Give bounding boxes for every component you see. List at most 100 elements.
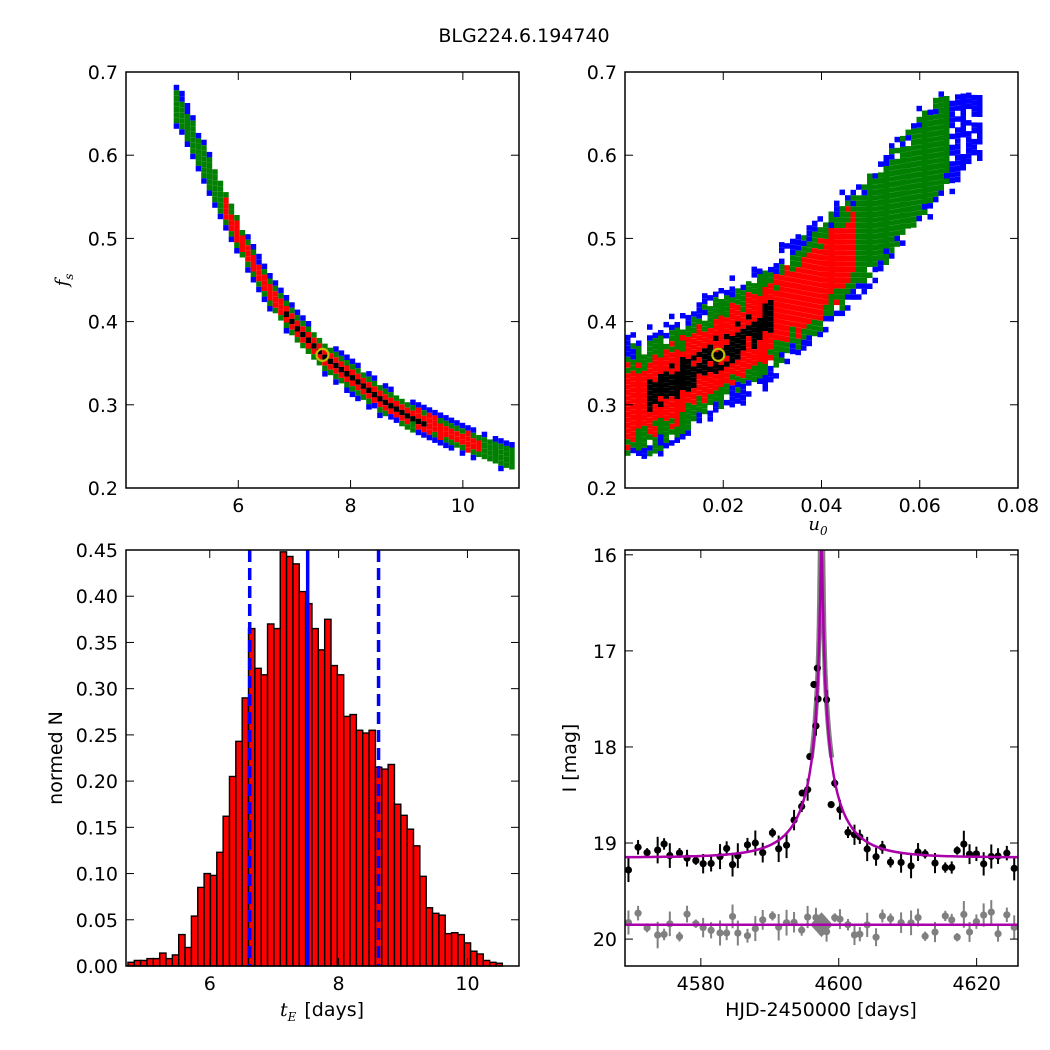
histogram-bar bbox=[222, 815, 231, 967]
data-point bbox=[634, 843, 642, 851]
posterior-cell bbox=[883, 193, 889, 199]
posterior-cell bbox=[845, 261, 851, 267]
posterior-cell bbox=[856, 239, 862, 245]
posterior-cell bbox=[922, 154, 928, 160]
posterior-cell bbox=[636, 340, 642, 346]
posterior-cell bbox=[201, 167, 207, 173]
posterior-cell bbox=[889, 220, 895, 226]
posterior-cell bbox=[278, 298, 284, 305]
posterior-cell bbox=[454, 442, 460, 448]
posterior-cell bbox=[894, 147, 900, 154]
posterior-cell bbox=[625, 428, 631, 434]
posterior-cell bbox=[630, 403, 636, 410]
posterior-cell bbox=[393, 406, 400, 412]
posterior-cell bbox=[960, 121, 966, 127]
posterior-cell bbox=[696, 335, 702, 341]
posterior-cell bbox=[503, 451, 510, 457]
posterior-cell bbox=[707, 383, 713, 389]
posterior-cell bbox=[250, 266, 257, 272]
posterior-cell bbox=[713, 379, 719, 386]
posterior-cell bbox=[768, 349, 774, 355]
posterior-cell bbox=[900, 152, 906, 158]
posterior-cell bbox=[795, 278, 801, 284]
posterior-cell bbox=[707, 410, 713, 417]
posterior-cell bbox=[773, 362, 779, 368]
posterior-cell bbox=[839, 217, 845, 223]
posterior-cell bbox=[867, 239, 873, 245]
y-tick-label: 16 bbox=[593, 545, 617, 567]
posterior-cell bbox=[905, 201, 911, 207]
posterior-cell bbox=[377, 412, 383, 419]
posterior-cell bbox=[713, 297, 719, 303]
posterior-cell bbox=[443, 420, 449, 427]
posterior-cell bbox=[267, 289, 273, 295]
posterior-cell bbox=[850, 261, 856, 267]
posterior-cell bbox=[718, 304, 724, 310]
posterior-cell bbox=[267, 300, 273, 306]
posterior-cell bbox=[773, 285, 779, 291]
posterior-cell bbox=[283, 295, 290, 301]
posterior-cell bbox=[823, 255, 829, 261]
posterior-cell bbox=[448, 423, 455, 429]
posterior-cell bbox=[927, 197, 933, 204]
histogram-bar bbox=[139, 959, 148, 967]
posterior-cell bbox=[966, 158, 972, 165]
posterior-cell bbox=[344, 354, 350, 360]
histogram-bar bbox=[323, 618, 332, 967]
posterior-cell bbox=[355, 379, 361, 385]
posterior-cell bbox=[278, 315, 284, 321]
posterior-cell bbox=[889, 214, 895, 221]
posterior-cell bbox=[768, 299, 774, 306]
posterior-cell bbox=[404, 407, 411, 414]
posterior-cell bbox=[757, 307, 763, 313]
posterior-cell bbox=[883, 254, 889, 260]
histogram-bar bbox=[171, 954, 180, 967]
posterior-cell bbox=[658, 401, 664, 407]
data-point bbox=[1010, 864, 1018, 872]
posterior-cell bbox=[674, 437, 680, 443]
posterior-cell bbox=[977, 128, 983, 134]
posterior-cell bbox=[889, 236, 895, 243]
posterior-cell bbox=[685, 353, 691, 359]
residual-point bbox=[948, 916, 956, 924]
posterior-cell bbox=[773, 351, 779, 357]
posterior-cell bbox=[377, 396, 383, 402]
posterior-cell bbox=[911, 172, 917, 179]
histogram-bar bbox=[431, 912, 440, 967]
posterior-cell bbox=[691, 382, 697, 389]
posterior-cell bbox=[674, 366, 680, 372]
plot-area bbox=[625, 550, 1018, 949]
posterior-cell bbox=[729, 374, 735, 380]
posterior-cell bbox=[922, 165, 928, 171]
posterior-cell bbox=[867, 212, 873, 218]
posterior-cell bbox=[702, 397, 708, 404]
x-tick-label: 8 bbox=[345, 495, 357, 517]
posterior-cell bbox=[872, 222, 878, 229]
posterior-cell bbox=[663, 393, 669, 399]
posterior-cell bbox=[625, 450, 631, 456]
posterior-cell bbox=[256, 281, 262, 287]
posterior-cell bbox=[630, 387, 636, 393]
posterior-cell bbox=[327, 347, 334, 354]
posterior-cell bbox=[883, 177, 889, 183]
posterior-cell bbox=[729, 368, 735, 375]
posterior-cell bbox=[454, 425, 460, 432]
posterior-cell bbox=[817, 254, 823, 261]
posterior-cell bbox=[883, 210, 889, 216]
residual-point bbox=[798, 926, 806, 934]
posterior-cell bbox=[713, 302, 719, 309]
posterior-cell bbox=[625, 433, 631, 440]
posterior-cell bbox=[828, 261, 834, 267]
posterior-cell bbox=[228, 236, 235, 243]
posterior-cell bbox=[658, 396, 664, 402]
histogram-bar bbox=[406, 828, 415, 967]
posterior-cell bbox=[949, 166, 955, 173]
posterior-cell bbox=[850, 222, 856, 229]
posterior-cell bbox=[344, 360, 350, 366]
posterior-cell bbox=[806, 324, 812, 330]
posterior-cell bbox=[322, 343, 328, 350]
posterior-cell bbox=[971, 138, 977, 145]
posterior-cell bbox=[190, 142, 196, 149]
posterior-cell bbox=[795, 300, 801, 306]
posterior-cell bbox=[652, 382, 658, 388]
